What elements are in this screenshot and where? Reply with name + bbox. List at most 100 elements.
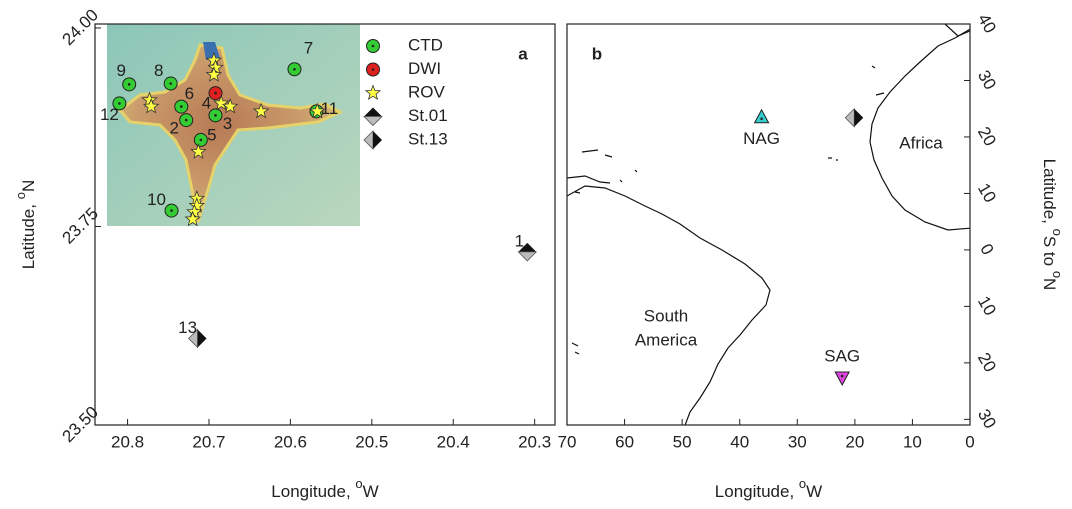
x-tick-label: 20.4: [437, 432, 470, 451]
panel-label: b: [592, 44, 602, 63]
label-part: Latitude,: [19, 199, 38, 269]
superscript: o: [799, 476, 806, 491]
x-tick-label: 50: [673, 432, 692, 451]
annotation: South: [644, 306, 688, 325]
y-tick-label: 30: [974, 67, 1000, 93]
marker-body: [366, 86, 380, 100]
legend-marker: [364, 108, 382, 126]
legend-marker: [367, 40, 380, 53]
data-point: [845, 109, 863, 127]
annotation: Africa: [899, 133, 943, 152]
data-point: [194, 133, 207, 146]
y-tick-label: 0: [976, 241, 997, 259]
marker-dot: [760, 117, 763, 120]
marker-body: [835, 372, 849, 385]
marker-dot: [372, 68, 375, 71]
legend-marker: [367, 63, 380, 76]
plot-frame: [567, 24, 970, 425]
marker-dot: [200, 139, 203, 142]
legend-label: DWI: [408, 59, 441, 78]
legend-label: St.01: [408, 106, 448, 125]
marker-dot: [214, 114, 217, 117]
marker-half: [364, 108, 382, 117]
data-point: [755, 110, 769, 123]
point-label: 5: [207, 125, 216, 144]
superscript: o: [355, 476, 362, 491]
y-tick-label: 40: [974, 11, 1000, 37]
x-tick-label: 0: [965, 432, 974, 451]
label-part: S to: [1040, 236, 1059, 271]
point-label: 3: [223, 114, 232, 133]
point-label: 8: [154, 61, 163, 80]
point-name: NAG: [743, 129, 780, 148]
label-part: Longitude,: [715, 482, 799, 501]
y-axis-label: Latitude, oN: [13, 180, 38, 269]
x-tick-label: 20.7: [192, 432, 225, 451]
africa-coast: [870, 28, 972, 230]
y-tick-label: 10: [974, 293, 1000, 319]
panel-label: a: [518, 44, 528, 63]
superscript: o: [1050, 229, 1065, 236]
y-tick-label: 20: [974, 124, 1000, 150]
label-part: W: [806, 482, 822, 501]
legend-label: CTD: [408, 35, 443, 54]
point-name: SAG: [824, 346, 860, 365]
coastlines: [567, 24, 972, 428]
islands: [572, 150, 637, 354]
marker-dot: [185, 119, 188, 122]
superscript: o: [1050, 271, 1065, 278]
superscript: o: [13, 192, 28, 199]
marker-dot: [169, 82, 172, 85]
marker-half: [854, 109, 863, 127]
point-label: 2: [169, 119, 178, 138]
x-tick-label: 20.6: [274, 432, 307, 451]
inset-map: [107, 24, 360, 226]
marker-half: [364, 117, 382, 126]
data-point: [835, 372, 849, 385]
marker-half: [845, 109, 854, 127]
marker-body: [755, 110, 769, 123]
figure: 20.820.720.620.520.420.323.5023.7524.00L…: [0, 0, 1072, 509]
x-tick-label: 60: [615, 432, 634, 451]
x-tick-label: 20.3: [518, 432, 551, 451]
marker-dot: [293, 68, 296, 71]
y-axis-label: Latitude, oS to oN: [1040, 159, 1065, 291]
marker-dot: [214, 92, 217, 95]
x-tick-label: 20: [845, 432, 864, 451]
marker-half: [373, 131, 382, 149]
label-part: Latitude,: [1040, 159, 1059, 229]
marker-half: [518, 252, 536, 261]
point-label: 12: [100, 105, 119, 124]
south-america-coast: [567, 176, 770, 428]
label-part: Longitude,: [271, 482, 355, 501]
y-tick-label: 20: [974, 349, 1000, 375]
point-label: 6: [185, 84, 194, 103]
x-axis-label: Longitude, oW: [271, 476, 378, 501]
x-tick-label: 30: [788, 432, 807, 451]
label-part: N: [1040, 278, 1059, 290]
data-point: [180, 114, 193, 127]
x-tick-label: 20.5: [355, 432, 388, 451]
annotation: America: [635, 330, 698, 349]
marker-half: [198, 329, 207, 347]
marker-half: [364, 131, 373, 149]
marker-dot: [372, 45, 375, 48]
data-point: [164, 77, 177, 90]
marker-dot: [170, 209, 173, 212]
point-label: 1: [515, 231, 524, 250]
point-label: 4: [202, 94, 211, 113]
point-label: 13: [178, 318, 197, 337]
legend-marker: [366, 86, 380, 100]
x-tick-label: 40: [730, 432, 749, 451]
data-point: [165, 204, 178, 217]
y-tick-label: 10: [974, 180, 1000, 206]
x-tick-label: 70: [558, 432, 577, 451]
data-point: [288, 63, 301, 76]
legend-label: St.13: [408, 129, 448, 148]
marker-dot: [841, 375, 844, 378]
label-part: W: [363, 482, 379, 501]
x-tick-label: 20.8: [111, 432, 144, 451]
point-label: 11: [321, 99, 339, 118]
y-tick-label: 30: [974, 406, 1000, 432]
marker-dot: [128, 83, 131, 86]
